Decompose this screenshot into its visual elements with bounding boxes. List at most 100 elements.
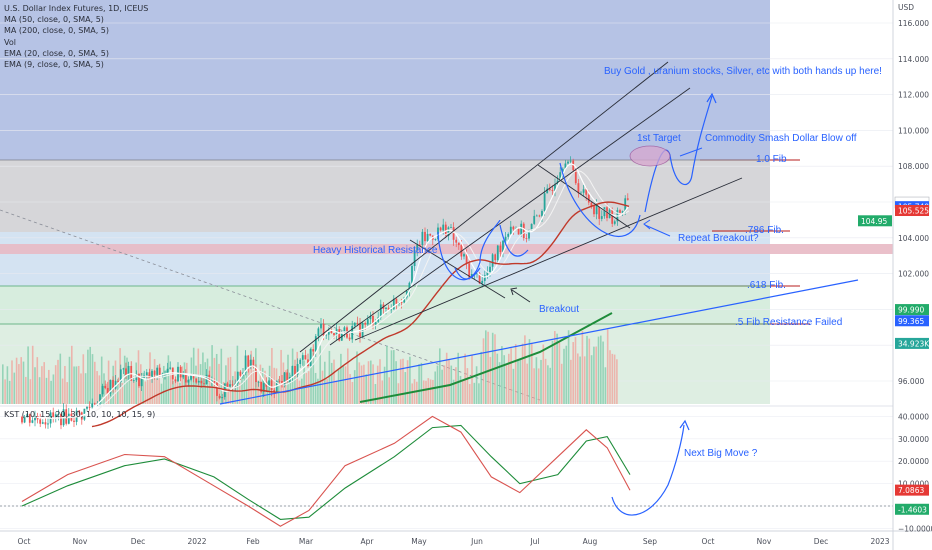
volume-bar <box>20 357 22 404</box>
volume-bar <box>445 352 448 404</box>
candle <box>23 417 26 423</box>
volume-bar <box>478 383 480 404</box>
volume-bar <box>533 368 535 404</box>
volume-bar <box>537 368 540 404</box>
volume-bar <box>459 375 462 404</box>
volume-bar <box>190 357 193 404</box>
candle <box>52 412 55 417</box>
candle <box>403 297 406 303</box>
volume-bar <box>64 365 66 404</box>
kst-badge <box>895 484 929 496</box>
volume-bar <box>489 356 492 404</box>
candle <box>309 349 312 367</box>
candle <box>132 380 135 382</box>
volume-bar <box>544 358 547 404</box>
candle <box>561 168 564 173</box>
volume-bar <box>586 335 588 404</box>
kst-tick-label: 10.0000 <box>898 480 929 489</box>
volume-bar <box>271 347 273 404</box>
blue-trendline <box>219 279 859 405</box>
volume-bar <box>328 350 331 404</box>
candle <box>395 298 398 305</box>
candle <box>140 377 143 387</box>
candle <box>73 420 75 422</box>
candle <box>543 193 546 211</box>
projection-arrowhead <box>706 92 717 104</box>
candle <box>457 242 460 246</box>
volume-bar <box>215 353 218 404</box>
candle <box>67 413 70 424</box>
candle <box>585 189 588 195</box>
volume-bar <box>22 361 25 404</box>
candle <box>504 236 507 241</box>
volume-bar <box>452 379 455 404</box>
volume-bar <box>508 353 510 404</box>
volume-bar <box>409 356 411 404</box>
candle <box>265 383 268 387</box>
volume-bar <box>540 359 542 404</box>
volume-bar <box>96 371 98 404</box>
volume-bar <box>462 379 464 404</box>
candle <box>262 383 265 392</box>
candle <box>538 215 541 217</box>
candle <box>301 355 304 360</box>
volume-bar <box>218 363 220 404</box>
volume-bar <box>510 348 512 404</box>
candle <box>587 194 590 203</box>
candle <box>400 302 403 303</box>
candle <box>494 254 497 261</box>
volume-bar <box>526 363 528 404</box>
cup-left <box>437 219 501 281</box>
candle <box>184 374 187 383</box>
volume-bar <box>100 356 103 404</box>
candle <box>577 183 580 194</box>
volume-bar <box>579 356 581 404</box>
volume-bar <box>11 360 13 404</box>
volume-bar <box>160 383 163 404</box>
volume-bar <box>519 359 522 404</box>
volume-bar <box>358 362 361 404</box>
candle <box>590 202 593 206</box>
neckline-left <box>409 239 506 299</box>
candle <box>366 319 369 325</box>
candle <box>213 380 216 383</box>
volume-bar <box>390 350 393 404</box>
volume-bar <box>487 331 489 404</box>
candle <box>119 369 122 383</box>
currency-label: USD <box>898 3 914 12</box>
price-tick-label: 102.000 <box>898 270 929 279</box>
ema20-line <box>46 170 630 419</box>
volume-bar <box>238 382 241 404</box>
volume-bar <box>344 366 347 404</box>
candle <box>41 422 44 424</box>
candle <box>418 244 421 246</box>
volume-bar <box>284 370 287 404</box>
candle <box>333 333 335 336</box>
candle <box>533 215 536 224</box>
volume-bar <box>482 338 485 404</box>
volume-bar <box>273 367 275 404</box>
candle <box>249 359 252 367</box>
volume-bar <box>229 356 232 404</box>
x-tick-label: Dec <box>131 537 146 546</box>
candle <box>200 380 203 384</box>
volume-bar <box>252 370 255 404</box>
candle <box>626 198 629 200</box>
candle <box>268 380 270 387</box>
candle <box>512 226 515 230</box>
candle <box>31 420 34 423</box>
candle <box>580 192 582 194</box>
candle <box>509 226 512 234</box>
candle <box>619 210 621 213</box>
volume-bar <box>153 359 156 404</box>
volume-bar <box>38 377 41 404</box>
candle <box>86 406 88 409</box>
x-tick-label: Dec <box>814 537 829 546</box>
volume-bar <box>301 378 303 404</box>
volume-bar <box>75 366 78 404</box>
candle <box>551 190 554 191</box>
volume-bar <box>611 353 614 404</box>
volume-bar <box>466 368 469 404</box>
volume-bar <box>448 359 450 404</box>
candle <box>569 160 572 162</box>
